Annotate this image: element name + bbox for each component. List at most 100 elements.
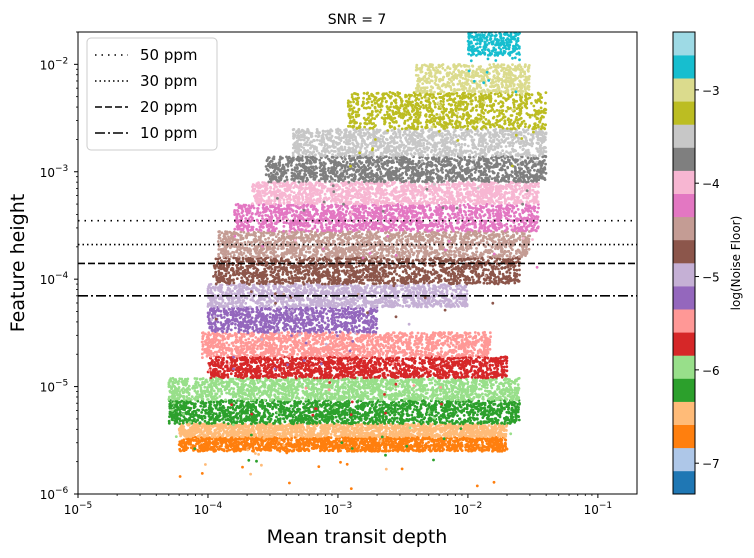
scatter-point [466,419,470,423]
scatter-point [406,438,409,442]
scatter-point [460,420,463,424]
scatter-point [285,443,288,446]
scatter-point [473,449,477,452]
scatter-point [287,438,290,441]
scatter-point [241,465,244,469]
scatter-point [471,405,474,409]
scatter-point [425,426,429,430]
scatter-point [283,420,287,424]
scatter-point [335,438,339,441]
scatter-point [447,445,451,449]
scatter-point [426,422,430,425]
scatter-point [190,428,194,432]
scatter-point [219,408,223,412]
scatter-point [234,408,237,412]
scatter-point [232,399,236,403]
scatter-point [428,413,431,416]
scatter-point [474,429,478,433]
scatter-point [202,414,206,418]
scatter-point [500,405,503,408]
scatter-point [184,406,188,410]
scatter-point [343,438,346,442]
scatter-point [327,411,331,415]
scatter-point [224,414,228,418]
scatter-point [452,443,456,447]
scatter-point [482,432,486,435]
scatter-point [192,409,196,413]
scatter-point [518,402,521,405]
scatter-point [333,425,337,429]
scatter-point [386,411,390,415]
scatter-point [446,414,450,417]
scatter-point [287,444,291,448]
scatter-point [421,425,424,429]
scatter-point [401,412,405,415]
scatter-point [503,402,506,406]
scatter-point [474,443,478,446]
scatter-point [248,406,252,409]
scatter-point [278,413,281,417]
scatter-point [501,432,505,436]
scatter-point [390,426,393,430]
scatter-point [382,441,386,445]
scatter-point [476,410,480,413]
scatter-point [485,409,489,413]
scatter-point [236,423,240,427]
scatter-point [490,425,493,429]
scatter-point [396,407,400,411]
scatter-point [380,449,384,453]
scatter-point [354,444,357,447]
scatter-point [463,426,467,429]
scatter-point [289,425,293,429]
scatter-point [369,443,373,447]
scatter-point [459,442,463,446]
scatter-point [345,413,349,417]
scatter-point [443,442,446,446]
scatter-point [258,403,261,407]
scatter-point [510,413,514,416]
scatter-point [503,422,506,426]
scatter-point [249,429,252,433]
scatter-point [340,427,344,431]
scatter-point [433,426,437,430]
scatter-point [232,444,235,447]
scatter-point [331,420,334,424]
scatter-point [430,411,434,414]
scatter-point [282,443,286,447]
scatter-point [333,444,337,448]
scatter-point [427,448,431,451]
scatter-point [209,432,212,435]
scatter-point [307,449,311,453]
scatter-point [182,402,186,406]
scatter-point [178,475,182,478]
scatter-point [210,447,213,451]
scatter-point [321,401,325,405]
scatter-point [325,443,329,446]
scatter-point [293,436,297,439]
scatter-point [286,427,289,431]
scatter-point [296,419,300,423]
scatter-point [415,401,419,405]
scatter-point [374,437,377,441]
scatter-point [393,413,397,416]
scatter-point [357,431,361,434]
scatter-point [291,420,295,424]
scatter-point [362,421,366,425]
scatter-point [207,440,211,443]
scatter-point [352,439,356,443]
scatter-point [479,408,483,412]
scatter-point [228,406,232,410]
scatter-point [442,409,445,413]
scatter-point [255,448,259,451]
scatter-point [378,403,382,407]
scatter-point [264,432,267,435]
scatter-point [258,434,262,438]
scatter-point [207,448,211,451]
scatter-point [198,421,202,425]
scatter-point [487,404,491,408]
scatter-point [388,449,392,452]
scatter-point [285,451,289,455]
scatter-point [413,444,417,448]
scatter-point [431,431,435,435]
scatter-point [188,433,192,437]
